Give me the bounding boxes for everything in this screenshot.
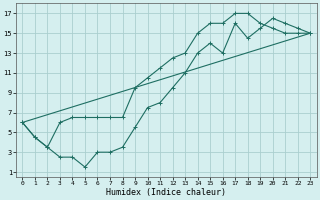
X-axis label: Humidex (Indice chaleur): Humidex (Indice chaleur) <box>106 188 226 197</box>
